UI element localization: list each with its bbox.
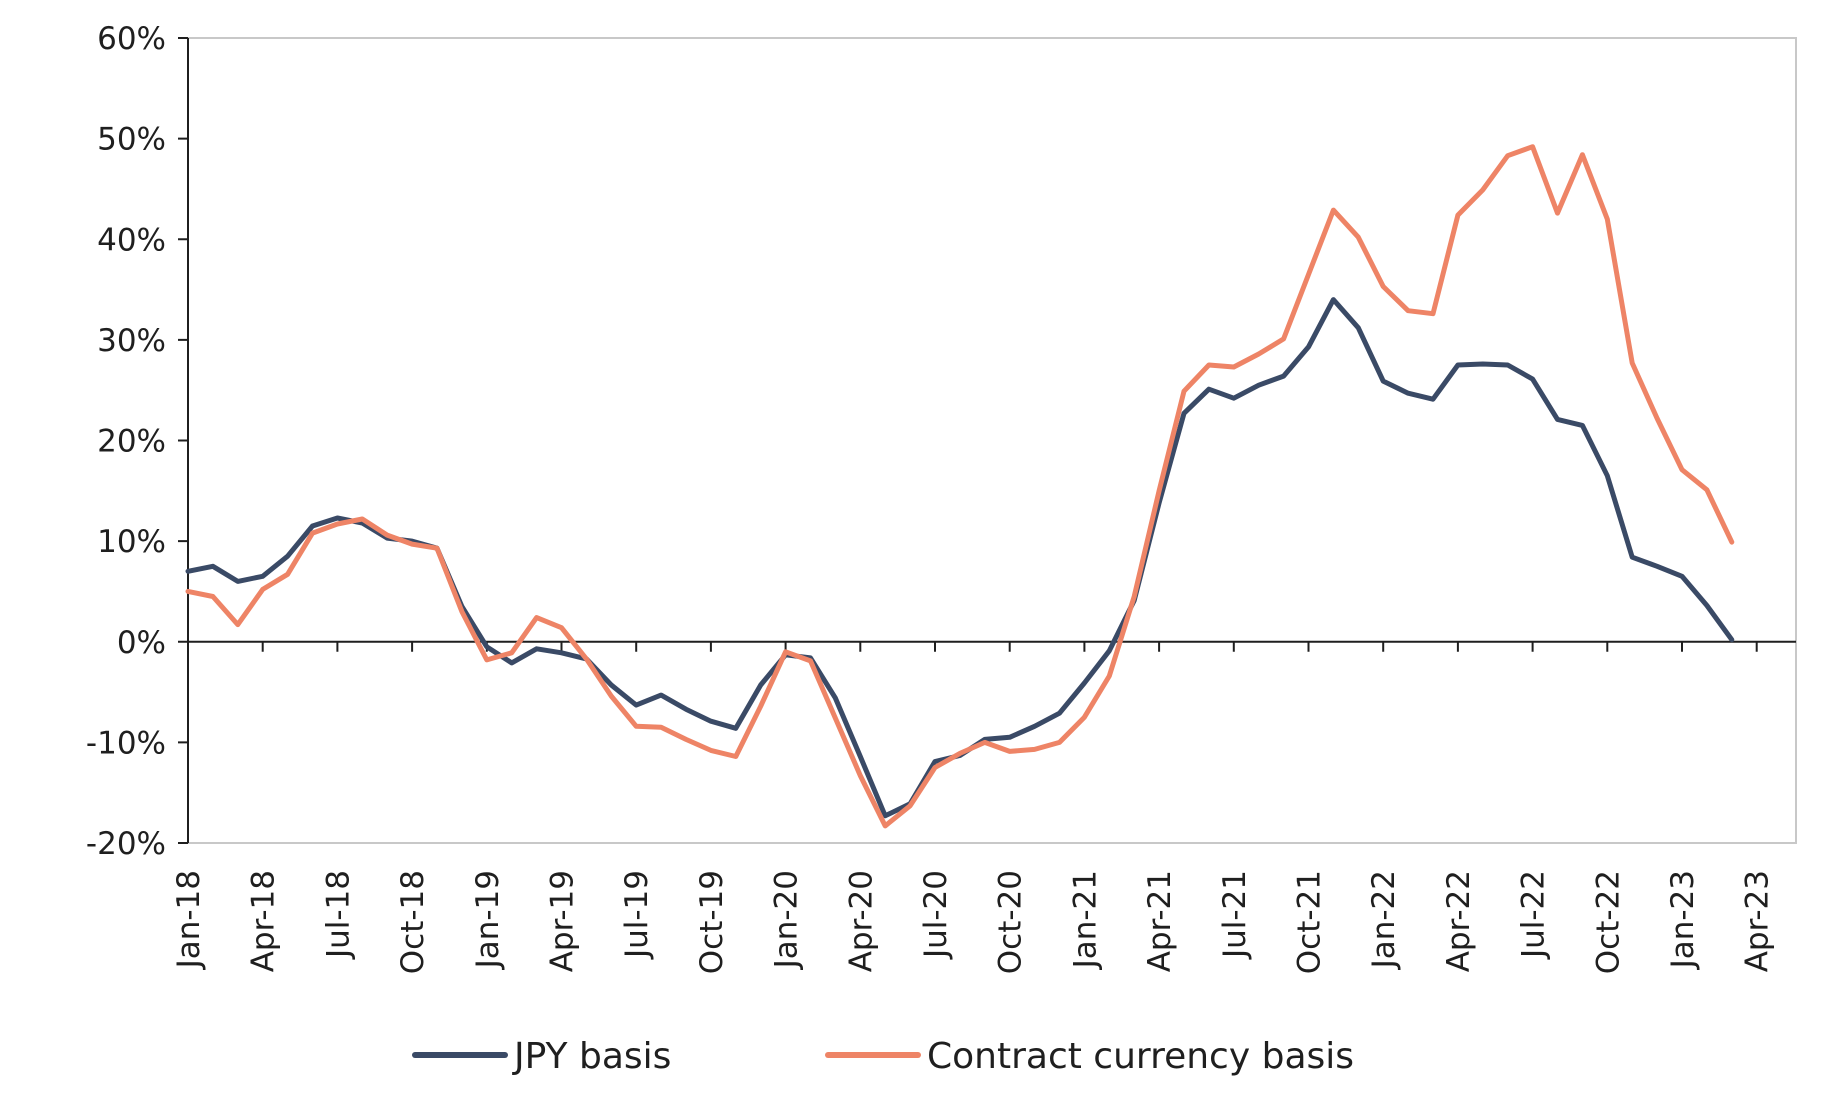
y-tick-label: 0% xyxy=(117,625,166,661)
x-tick-label: Oct-19 xyxy=(694,870,730,974)
x-axis-ticks: Jan-18 Apr-18 Jul-18 Oct-18 Jan-19 Apr-19 Jul-… xyxy=(171,641,1776,974)
y-tick-label: 50% xyxy=(97,122,166,158)
x-tick-label: Jul-18 xyxy=(320,870,356,960)
x-tick-label: Jul-21 xyxy=(1217,870,1253,960)
x-tick-label: Jan-20 xyxy=(769,870,805,970)
series-line-contract-currency-basis xyxy=(185,144,1735,829)
x-tick-label: Oct-21 xyxy=(1292,870,1328,974)
y-tick-label: 20% xyxy=(97,424,166,460)
legend-label-contract-currency-basis: Contract currency basis xyxy=(927,1036,1354,1077)
x-tick-label: Apr-23 xyxy=(1740,870,1776,972)
x-tick-label: Jul-19 xyxy=(619,870,655,960)
x-tick-label: Apr-18 xyxy=(246,870,282,972)
y-tick-label: 40% xyxy=(97,222,166,258)
plot-border xyxy=(187,37,1797,844)
legend-label-jpy-basis: JPY basis xyxy=(512,1036,671,1077)
x-tick-label: Oct-22 xyxy=(1590,870,1626,974)
y-tick-label: 60% xyxy=(97,21,166,57)
x-tick-label: Apr-20 xyxy=(843,870,879,972)
x-tick-label: Oct-20 xyxy=(993,870,1029,974)
x-tick-label: Jan-18 xyxy=(171,870,207,970)
x-tick-label: Jan-19 xyxy=(470,870,506,970)
y-tick-label: 10% xyxy=(97,524,166,560)
x-tick-label: Jan-23 xyxy=(1665,870,1701,970)
legend: JPY basis Contract currency basis xyxy=(412,1036,1354,1077)
y-axis-ticks: 60% 50% 40% 30% 20% 10% 0% -10% -20% xyxy=(86,21,1796,862)
x-tick-label: Jul-20 xyxy=(918,870,954,960)
y-tick-label: -20% xyxy=(86,826,166,862)
x-tick-label: Apr-19 xyxy=(545,870,581,972)
x-tick-label: Oct-18 xyxy=(395,870,431,974)
y-tick-label: 30% xyxy=(97,323,166,359)
series-lines xyxy=(185,144,1735,829)
x-tick-label: Apr-21 xyxy=(1142,870,1178,972)
plot-frame xyxy=(187,37,1797,844)
x-tick-label: Jul-22 xyxy=(1516,870,1552,960)
series-line-jpy-basis xyxy=(185,297,1735,819)
y-tick-label: -10% xyxy=(86,725,166,761)
x-tick-label: Jan-22 xyxy=(1366,870,1402,970)
x-tick-label: Jan-21 xyxy=(1067,870,1103,970)
x-tick-label: Apr-22 xyxy=(1441,870,1477,972)
